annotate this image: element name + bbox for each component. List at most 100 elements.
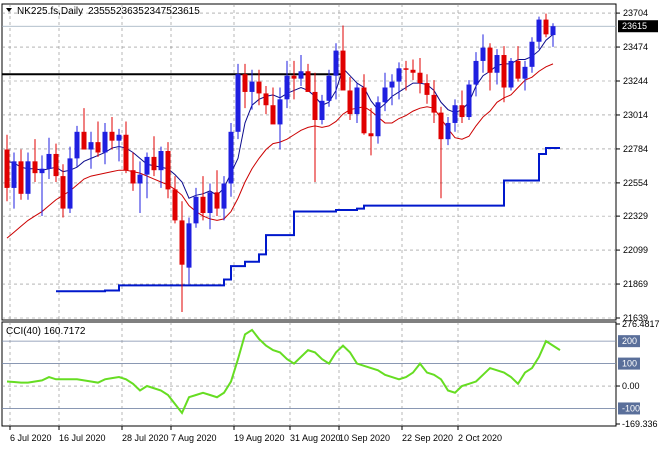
candle[interactable] — [67, 146, 73, 214]
candle[interactable] — [326, 69, 332, 107]
candle[interactable] — [501, 46, 507, 103]
candle[interactable] — [221, 176, 227, 221]
candle[interactable] — [431, 80, 437, 123]
cci-tick-label: 100 — [622, 359, 637, 369]
candle[interactable] — [368, 108, 374, 156]
candle[interactable] — [249, 69, 255, 110]
candle[interactable] — [116, 128, 122, 162]
candle[interactable] — [312, 72, 318, 183]
candle[interactable] — [144, 152, 150, 199]
candle[interactable] — [361, 74, 367, 135]
candle[interactable] — [179, 201, 185, 312]
candle[interactable] — [536, 16, 542, 50]
candle[interactable] — [4, 134, 10, 202]
candle[interactable] — [81, 108, 87, 150]
price-tick-label: 22784 — [623, 144, 648, 154]
candle[interactable] — [522, 60, 528, 91]
price-tick-label: 23704 — [623, 8, 648, 18]
candle[interactable] — [494, 49, 500, 85]
chart-collapse-icon[interactable] — [6, 8, 12, 12]
candle[interactable] — [508, 57, 514, 91]
candle[interactable] — [18, 149, 24, 200]
candle[interactable] — [11, 152, 17, 209]
candle[interactable] — [25, 152, 31, 200]
candle[interactable] — [123, 121, 129, 174]
cci-tick-label: -169.336 — [622, 419, 658, 429]
candle[interactable] — [151, 136, 157, 177]
candle[interactable] — [53, 143, 59, 183]
candle[interactable] — [403, 60, 409, 91]
candle[interactable] — [277, 87, 283, 150]
candle[interactable] — [130, 152, 136, 191]
candle[interactable] — [340, 25, 346, 91]
candle[interactable] — [396, 62, 402, 100]
candles[interactable] — [4, 13, 556, 312]
candle[interactable] — [459, 90, 465, 123]
candle[interactable] — [305, 63, 311, 92]
candle[interactable] — [298, 55, 304, 87]
candle[interactable] — [424, 74, 430, 104]
candle[interactable] — [333, 43, 339, 100]
candle[interactable] — [480, 34, 486, 73]
candle[interactable] — [88, 131, 94, 169]
candle[interactable] — [242, 63, 248, 109]
ohlc-close: 23615 — [172, 6, 200, 17]
candle[interactable] — [410, 59, 416, 81]
candle[interactable] — [417, 57, 423, 94]
candle[interactable] — [193, 187, 199, 228]
candle[interactable] — [32, 139, 38, 183]
candle[interactable] — [39, 155, 45, 216]
candle[interactable] — [165, 142, 171, 199]
price-tick-label: 23244 — [623, 76, 648, 86]
candle[interactable] — [95, 121, 101, 157]
candle[interactable] — [207, 183, 213, 230]
cci-tick-label: 0.00 — [622, 381, 640, 391]
candle[interactable] — [375, 96, 381, 144]
candle[interactable] — [256, 69, 262, 106]
candle[interactable] — [389, 74, 395, 106]
time-tick-label: 19 Aug 2020 — [234, 433, 285, 443]
candle[interactable] — [452, 99, 458, 132]
candle[interactable] — [347, 77, 353, 120]
cci-level-box — [618, 357, 640, 370]
cci-tick-label: 200 — [622, 336, 637, 346]
candle[interactable] — [529, 37, 535, 73]
cci-label: CCI(40) 160.7172 — [6, 326, 86, 337]
cci-axis: 276.4817 200 100 0.00 -100 -169.336 — [616, 319, 660, 429]
candle[interactable] — [382, 72, 388, 112]
candle[interactable] — [60, 164, 66, 218]
current-price-box — [618, 20, 658, 33]
candle[interactable] — [445, 117, 451, 146]
grid-lines — [2, 4, 616, 426]
candle[interactable] — [543, 13, 549, 38]
candle[interactable] — [270, 87, 276, 125]
candle[interactable] — [200, 176, 206, 221]
candle[interactable] — [186, 217, 192, 284]
candle[interactable] — [550, 23, 556, 47]
candle[interactable] — [172, 176, 178, 224]
candle[interactable] — [263, 86, 269, 115]
candle[interactable] — [46, 137, 52, 180]
candle[interactable] — [109, 117, 115, 150]
candle[interactable] — [319, 94, 325, 125]
candle[interactable] — [515, 46, 521, 82]
candle[interactable] — [354, 83, 360, 123]
candle[interactable] — [466, 80, 472, 120]
candle[interactable] — [228, 122, 234, 197]
time-axis: 6 Jul 2020 16 Jul 2020 28 Jul 2020 7 Aug 20… — [9, 426, 502, 443]
candle[interactable] — [137, 161, 143, 214]
time-tick-label: 28 Jul 2020 — [122, 433, 169, 443]
candle[interactable] — [473, 52, 479, 97]
candle[interactable] — [158, 146, 164, 188]
cci-tick-label: 276.4817 — [622, 319, 660, 329]
candle[interactable] — [438, 106, 444, 199]
candle[interactable] — [102, 122, 108, 165]
time-tick-label: 10 Sep 2020 — [339, 433, 390, 443]
candle[interactable] — [74, 125, 80, 168]
candle[interactable] — [291, 60, 297, 100]
candle[interactable] — [284, 60, 290, 109]
candle[interactable] — [214, 170, 220, 216]
candle[interactable] — [487, 43, 493, 91]
candle[interactable] — [235, 63, 241, 140]
